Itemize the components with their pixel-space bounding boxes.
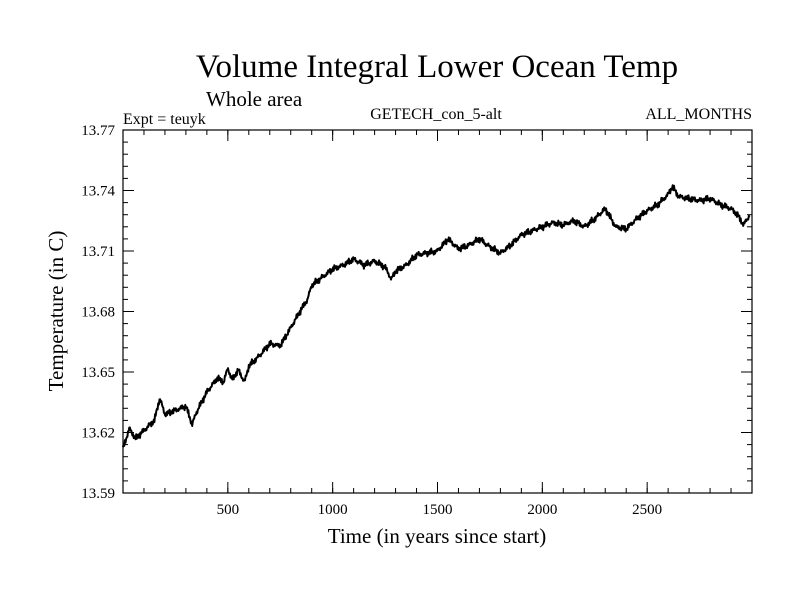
header-months: ALL_MONTHS (645, 106, 752, 123)
x-tick-label: 2000 (527, 502, 557, 518)
chart-subtitle: Whole area (206, 87, 303, 111)
y-tick-label: 13.77 (81, 123, 115, 139)
header-experiment: Expt = teuyk (123, 111, 206, 128)
axis-ticks (123, 129, 752, 494)
x-tick-labels: 500 1000 1500 2000 2500 (217, 502, 663, 518)
y-tick-label: 13.65 (81, 365, 115, 381)
x-tick-label: 1500 (423, 502, 453, 518)
chart-title: Volume Integral Lower Ocean Temp (196, 49, 678, 85)
x-axis-label: Time (in years since start) (328, 524, 547, 548)
y-tick-label: 13.68 (81, 305, 115, 321)
y-tick-labels: 13.59 13.62 13.65 13.68 13.71 13.74 13.77 (81, 123, 115, 502)
y-tick-label: 13.74 (81, 184, 115, 200)
y-tick-label: 13.71 (81, 244, 115, 260)
x-tick-label: 500 (217, 502, 240, 518)
x-tick-label: 1000 (318, 502, 348, 518)
series-line (122, 184, 751, 448)
header-model: GETECH_con_5-alt (370, 106, 502, 123)
x-tick-label: 2500 (632, 502, 662, 518)
y-tick-label: 13.59 (81, 486, 115, 502)
y-tick-label: 13.62 (81, 426, 115, 442)
plot-frame (122, 129, 753, 494)
y-axis-label: Temperature (in C) (44, 231, 68, 392)
